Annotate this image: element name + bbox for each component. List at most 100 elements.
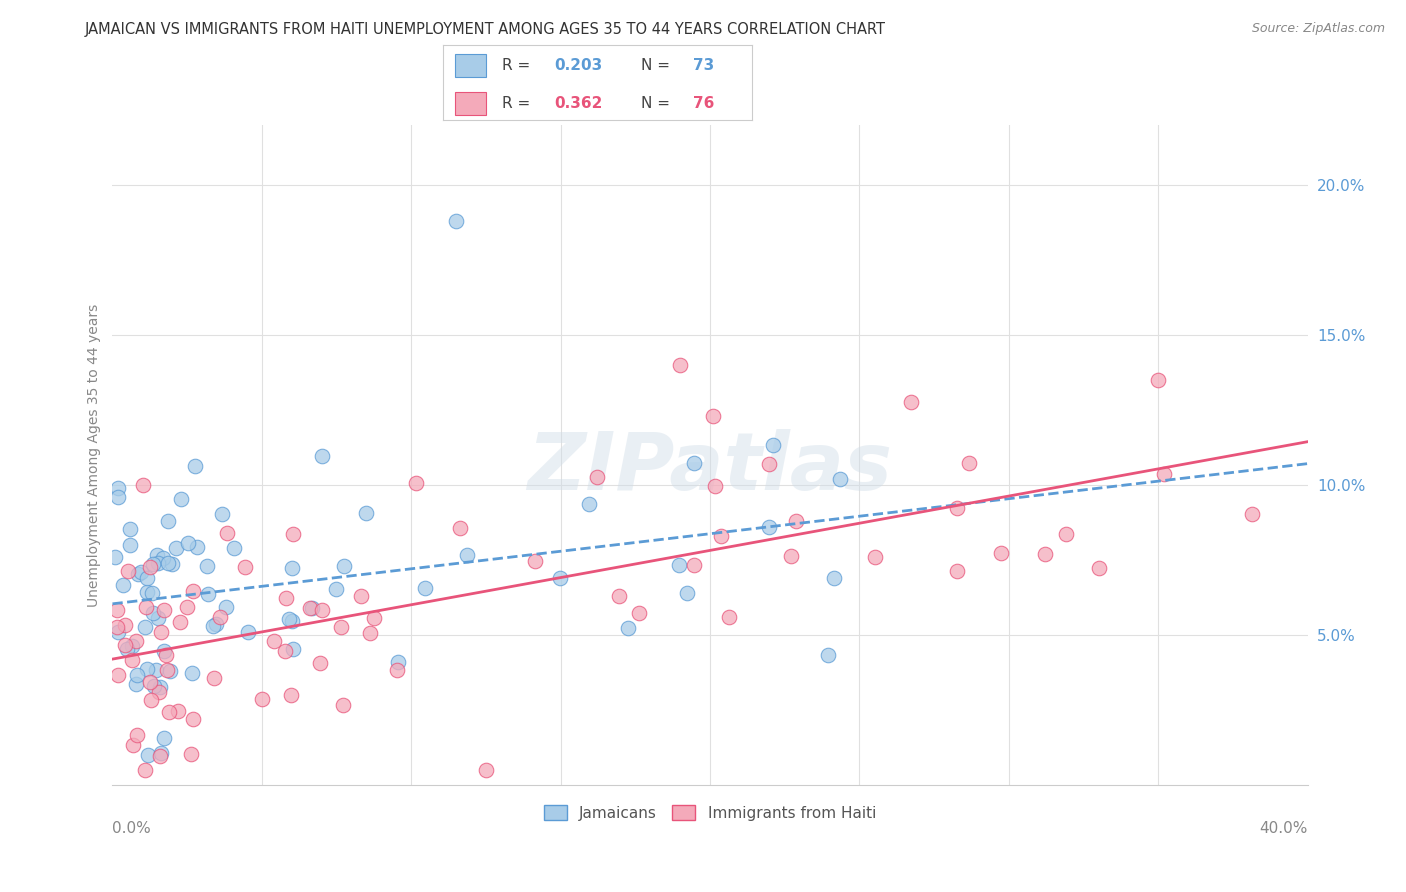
Point — [195, 559, 218, 574]
Point — [578, 497, 600, 511]
Point — [205, 617, 228, 632]
Point — [758, 458, 780, 472]
Point — [607, 589, 630, 603]
Point — [118, 538, 141, 552]
Text: N =: N = — [641, 96, 675, 112]
FancyBboxPatch shape — [456, 93, 486, 115]
Point — [308, 657, 330, 671]
Point — [134, 763, 156, 777]
Point — [299, 600, 322, 615]
Point — [181, 713, 204, 727]
Point — [413, 581, 436, 595]
Point — [281, 560, 304, 574]
Point — [127, 728, 149, 742]
Point — [159, 705, 181, 719]
Point — [214, 599, 236, 614]
Point — [263, 633, 285, 648]
Point — [204, 671, 226, 685]
Point — [332, 698, 354, 712]
Point — [281, 527, 304, 541]
Point — [333, 558, 356, 573]
Point — [548, 571, 571, 585]
Point — [120, 522, 142, 536]
Point — [180, 747, 202, 762]
Point — [945, 500, 967, 515]
Point — [107, 667, 129, 681]
Point — [354, 506, 377, 520]
Point — [900, 395, 922, 409]
Point — [136, 662, 159, 676]
Point — [131, 477, 153, 491]
Point — [186, 541, 208, 555]
Point — [170, 491, 193, 506]
Point — [156, 514, 179, 528]
Point — [1153, 467, 1175, 482]
Text: 40.0%: 40.0% — [1260, 822, 1308, 837]
Point — [211, 507, 233, 521]
Point — [176, 600, 198, 615]
Text: R =: R = — [502, 58, 534, 73]
Point — [758, 519, 780, 533]
Point — [330, 620, 353, 634]
Point — [385, 663, 408, 677]
Point — [224, 541, 246, 555]
Point — [311, 449, 333, 463]
Point — [779, 549, 801, 563]
Point — [135, 599, 157, 614]
Point — [114, 618, 136, 632]
Point — [238, 625, 260, 640]
Point — [209, 610, 232, 624]
Point — [181, 583, 204, 598]
Point — [169, 615, 191, 630]
Point — [146, 549, 169, 563]
Point — [117, 642, 139, 657]
Point — [107, 491, 129, 505]
Point — [449, 521, 471, 535]
Legend: Jamaicans, Immigrants from Haiti: Jamaicans, Immigrants from Haiti — [538, 798, 882, 827]
Point — [156, 663, 179, 677]
Text: R =: R = — [502, 96, 534, 112]
Point — [153, 644, 176, 658]
Point — [138, 675, 160, 690]
Point — [114, 638, 136, 652]
Point — [167, 704, 190, 718]
Point — [197, 587, 219, 601]
Point — [387, 655, 409, 669]
Point — [359, 625, 381, 640]
Point — [125, 667, 148, 681]
Point — [276, 591, 298, 606]
Point — [202, 619, 225, 633]
Point — [149, 748, 172, 763]
Point — [863, 550, 886, 565]
Point — [127, 566, 149, 581]
Point — [474, 763, 496, 777]
Point — [142, 606, 165, 620]
Point — [456, 548, 478, 562]
Point — [148, 685, 170, 699]
Point — [159, 664, 181, 678]
Point — [273, 644, 295, 658]
Point — [325, 582, 347, 596]
FancyBboxPatch shape — [456, 54, 486, 78]
Text: 76: 76 — [693, 96, 714, 112]
Point — [586, 469, 609, 483]
Text: JAMAICAN VS IMMIGRANTS FROM HAITI UNEMPLOYMENT AMONG AGES 35 TO 44 YEARS CORRELA: JAMAICAN VS IMMIGRANTS FROM HAITI UNEMPL… — [84, 22, 886, 37]
Point — [617, 621, 640, 635]
Point — [149, 680, 172, 694]
Point — [145, 663, 167, 677]
Point — [143, 679, 166, 693]
Point — [112, 578, 135, 592]
Point — [105, 620, 128, 634]
Point — [1054, 527, 1077, 541]
Point — [683, 558, 706, 573]
Point — [762, 438, 785, 452]
Y-axis label: Unemployment Among Ages 35 to 44 years: Unemployment Among Ages 35 to 44 years — [87, 303, 101, 607]
Text: ZIPatlas: ZIPatlas — [527, 429, 893, 508]
Point — [149, 746, 172, 760]
Point — [280, 688, 302, 702]
Point — [1147, 373, 1170, 387]
Point — [350, 589, 373, 603]
Point — [990, 546, 1012, 560]
Point — [710, 529, 733, 543]
Point — [817, 648, 839, 663]
